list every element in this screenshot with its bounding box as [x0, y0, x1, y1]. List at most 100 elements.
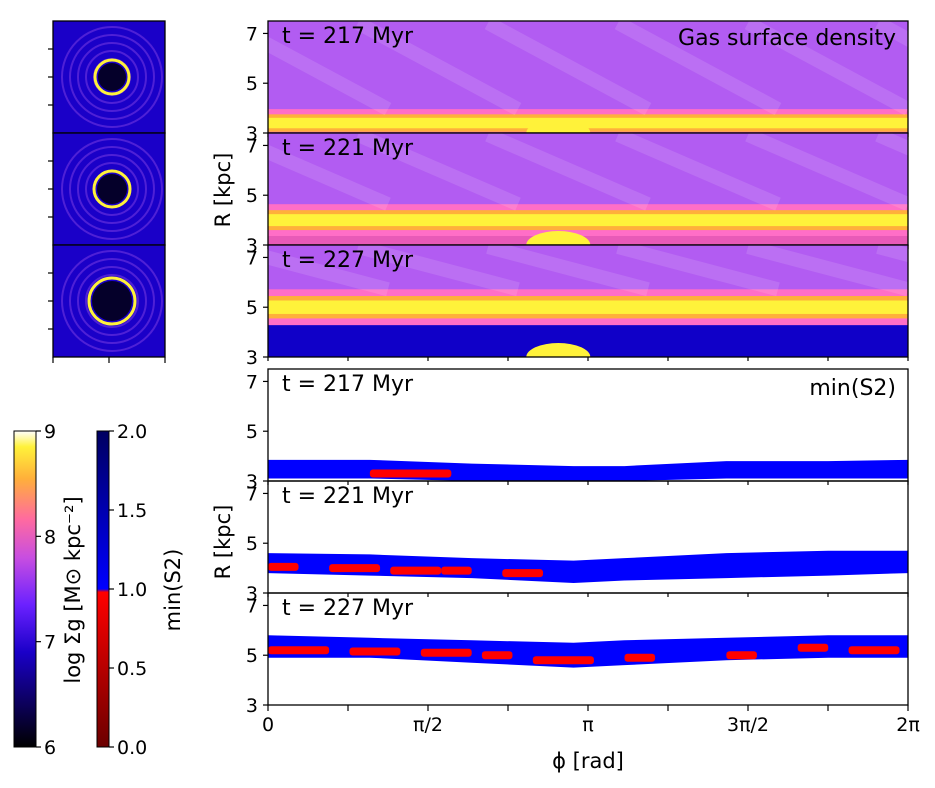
- gas-panel: 3 5 7 t = 217 Myr: [246, 20, 909, 145]
- s2-low-region: [268, 646, 330, 655]
- thumbnail-spiral: [69, 146, 155, 232]
- ylabel-s2: R [kpc]: [211, 505, 235, 580]
- y-tick-label: 3: [246, 471, 258, 493]
- colorbar-s2-bar: [96, 430, 110, 748]
- y-tick-label: 7: [246, 483, 258, 505]
- s2-map: [268, 459, 908, 481]
- s2-low-region: [848, 646, 900, 655]
- y-tick-label: 3: [246, 583, 258, 605]
- thumbnail-spiral: [61, 250, 163, 352]
- gas-streak: [486, 245, 650, 297]
- gas-streak: [354, 21, 522, 116]
- gas-streak: [268, 250, 390, 297]
- thumbnail-spiral: [77, 42, 147, 112]
- colorbar-s2: 0.0 0.5 1.0 1.5 2.0 min(S2): [96, 421, 185, 759]
- thumbnail-spiral: [61, 138, 163, 240]
- gas-streak: [746, 245, 908, 297]
- s2-panel: 3 5 7 t = 221 Myr: [246, 480, 909, 605]
- x-tick-label: 3π/2: [727, 714, 769, 736]
- gas-streak: [874, 21, 908, 48]
- colorbar-tick-label: 2.0: [117, 421, 147, 443]
- thumbnail-hole: [98, 63, 126, 91]
- gas-streak: [484, 21, 652, 116]
- gas-panel: 3 5 7 t = 227 Myr: [246, 244, 909, 369]
- gas-ring-core: [268, 214, 908, 227]
- gas-map: [268, 245, 908, 357]
- s2-low-region: [390, 566, 442, 575]
- y-tick-label: 3: [246, 695, 258, 717]
- thumbnail-hole: [97, 174, 127, 204]
- colorbar-gas-ticks: 6 7 8 9: [36, 421, 56, 759]
- s2-low-region: [797, 643, 829, 652]
- colorbar-tick-label: 0.5: [117, 658, 147, 680]
- s2-low-region: [624, 653, 656, 662]
- gas-streak: [875, 133, 908, 156]
- s2-band: [268, 635, 908, 668]
- time-label: t = 227 Myr: [282, 596, 414, 621]
- s2-low-region: [329, 564, 381, 573]
- gas-title: Gas surface density: [678, 26, 896, 51]
- gas-streak: [268, 144, 391, 211]
- thumbnail-spiral: [69, 258, 155, 344]
- gas-streak: [485, 133, 651, 211]
- gas-streak: [745, 133, 908, 211]
- s2-low-region: [369, 469, 452, 478]
- y-tick-label: 5: [246, 421, 258, 443]
- gas-streak: [356, 245, 520, 297]
- colorbar-tick-label: 8: [44, 526, 56, 548]
- colorbar-tick-label: 6: [44, 737, 56, 759]
- x-tick-label: π/2: [413, 714, 443, 736]
- y-tick-label: 5: [246, 185, 258, 207]
- thumbnail-ring: [87, 276, 137, 326]
- s2-title: min(S2): [809, 376, 896, 401]
- y-tick-label: 7: [246, 23, 258, 45]
- y-tick-label: 5: [246, 645, 258, 667]
- s2-map: [268, 550, 908, 584]
- s2-low-region: [502, 569, 544, 578]
- thumbnail-spiral: [69, 34, 155, 120]
- gas-streak: [616, 245, 780, 297]
- s2-low-region: [349, 647, 401, 656]
- gas-hotspot: [526, 343, 591, 357]
- thumbnail: [48, 20, 166, 134]
- y-tick-label: 5: [246, 533, 258, 555]
- ylabel-gas: R [kpc]: [211, 153, 235, 228]
- s2-low-region: [420, 648, 472, 657]
- thumbnail-spiral: [77, 266, 147, 336]
- x-tick-label: π: [582, 714, 593, 736]
- y-tick-label: 7: [246, 247, 258, 269]
- s2-low-region: [268, 562, 299, 571]
- time-label: t = 221 Myr: [282, 136, 414, 161]
- y-tick-label: 3: [246, 123, 258, 145]
- thumbnail-spiral: [61, 26, 163, 128]
- y-tick-label: 3: [246, 235, 258, 257]
- s2-panel: 3 5 7 t = 227 Myr: [246, 592, 909, 717]
- gas-map: [268, 21, 908, 133]
- x-tick-label: 2π: [896, 714, 920, 736]
- s2-low-region: [726, 651, 757, 660]
- thumbnail-spiral: [77, 154, 147, 224]
- time-label: t = 217 Myr: [282, 372, 414, 397]
- time-label: t = 227 Myr: [282, 248, 414, 273]
- colorbar-s2-label: min(S2): [161, 549, 185, 632]
- panel-grid: 3 5 7 t = 217 Myr 3 5 7 t = 221 Myr 3 5 7 t = 227 M…: [246, 20, 920, 736]
- thumbnail-spiral: [85, 274, 139, 328]
- gas-ring-core: [268, 117, 908, 129]
- colorbar-tick-label: 9: [44, 421, 56, 443]
- thumbnail-spiral: [85, 50, 139, 104]
- s2-map: [268, 635, 908, 668]
- y-tick-label: 5: [246, 73, 258, 95]
- s2-low-region: [481, 651, 513, 660]
- colorbar-gas-bar: [13, 430, 37, 748]
- colorbar-tick-label: 7: [44, 632, 56, 654]
- s2-band: [268, 459, 908, 481]
- time-label: t = 217 Myr: [282, 24, 414, 49]
- xlabel: ϕ [rad]: [552, 749, 624, 773]
- thumbnail: [48, 132, 166, 246]
- s2-low-region: [441, 566, 472, 575]
- gas-streak: [355, 133, 521, 211]
- gas-streak: [876, 245, 908, 263]
- colorbar-gas-label: log Σg [M⊙ kpc⁻²]: [61, 496, 85, 683]
- disk-thumbnails: [48, 20, 166, 363]
